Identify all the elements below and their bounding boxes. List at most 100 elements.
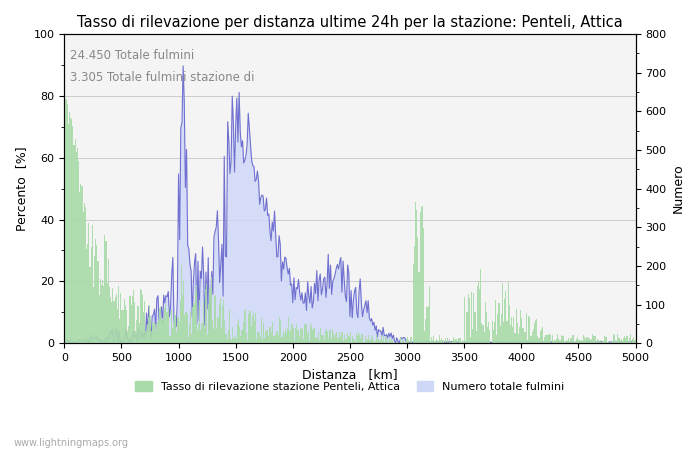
Bar	[524, 333, 525, 343]
Bar	[64, 110, 65, 343]
Title: Tasso di rilevazione per distanza ultime 24h per la stazione: Penteli, Attica: Tasso di rilevazione per distanza ultime…	[77, 15, 623, 30]
Bar	[365, 336, 366, 343]
Bar	[184, 315, 186, 343]
Bar	[327, 332, 328, 343]
Bar	[328, 338, 330, 343]
Bar	[305, 324, 307, 343]
Bar	[351, 342, 352, 343]
Bar	[482, 325, 484, 343]
Bar	[85, 207, 86, 343]
Bar	[175, 315, 176, 343]
Bar	[72, 126, 74, 343]
Bar	[516, 309, 517, 343]
Bar	[166, 312, 167, 343]
Bar	[79, 192, 81, 343]
Bar	[408, 340, 409, 343]
Bar	[529, 317, 531, 343]
Bar	[405, 342, 406, 343]
Bar	[556, 339, 557, 343]
Bar	[367, 340, 368, 343]
Bar	[237, 324, 238, 343]
Bar	[447, 338, 448, 343]
Bar	[80, 184, 81, 343]
Bar	[74, 145, 75, 343]
Bar	[285, 329, 286, 343]
Bar	[230, 338, 231, 343]
Bar	[591, 339, 592, 343]
Bar	[284, 334, 285, 343]
Bar	[600, 340, 601, 343]
Bar	[234, 335, 236, 343]
Bar	[311, 327, 312, 343]
Bar	[550, 334, 551, 343]
Bar	[131, 305, 132, 343]
Bar	[155, 331, 157, 343]
Bar	[439, 334, 440, 343]
Bar	[158, 320, 159, 343]
Bar	[583, 335, 584, 343]
Bar	[494, 322, 495, 343]
Bar	[334, 337, 335, 343]
Bar	[487, 327, 488, 343]
Bar	[218, 304, 220, 343]
Bar	[195, 291, 196, 343]
Bar	[457, 342, 458, 343]
Bar	[116, 294, 117, 343]
Bar	[363, 342, 365, 343]
Bar	[599, 342, 600, 343]
Bar	[130, 296, 131, 343]
Bar	[176, 333, 177, 343]
Bar	[240, 336, 241, 343]
Bar	[497, 314, 498, 343]
Bar	[432, 340, 433, 343]
Bar	[124, 299, 125, 343]
Bar	[342, 332, 343, 343]
Bar	[337, 338, 339, 343]
Bar	[603, 336, 605, 343]
Bar	[151, 331, 153, 343]
Bar	[592, 334, 594, 343]
Bar	[458, 338, 460, 343]
Bar	[543, 341, 544, 343]
Bar	[449, 339, 451, 343]
Bar	[148, 317, 149, 343]
Bar	[238, 319, 239, 343]
Bar	[174, 312, 175, 343]
Bar	[280, 320, 281, 343]
Bar	[209, 288, 211, 343]
Bar	[94, 256, 95, 343]
Bar	[558, 338, 559, 343]
Bar	[132, 297, 133, 343]
Bar	[488, 322, 489, 343]
Bar	[554, 340, 556, 343]
Bar	[106, 283, 108, 343]
Bar	[115, 297, 116, 343]
Bar	[590, 340, 591, 343]
Bar	[350, 332, 351, 343]
Bar	[289, 331, 290, 343]
Bar	[153, 323, 155, 343]
Bar	[581, 340, 582, 343]
Bar	[511, 317, 512, 343]
Bar	[510, 324, 511, 343]
Bar	[167, 312, 168, 343]
Bar	[81, 186, 83, 343]
Bar	[522, 328, 524, 343]
Bar	[477, 287, 478, 343]
Bar	[379, 340, 381, 343]
Bar	[500, 314, 502, 343]
Bar	[345, 339, 346, 343]
Bar	[541, 329, 542, 343]
Bar	[620, 340, 621, 343]
Bar	[607, 342, 608, 343]
Bar	[512, 328, 513, 343]
Bar	[90, 248, 92, 343]
Bar	[493, 330, 494, 343]
Bar	[125, 305, 126, 343]
Bar	[568, 338, 569, 343]
Bar	[335, 334, 336, 343]
Bar	[616, 341, 617, 343]
Bar	[473, 293, 475, 343]
Bar	[392, 340, 393, 343]
Bar	[489, 330, 491, 343]
